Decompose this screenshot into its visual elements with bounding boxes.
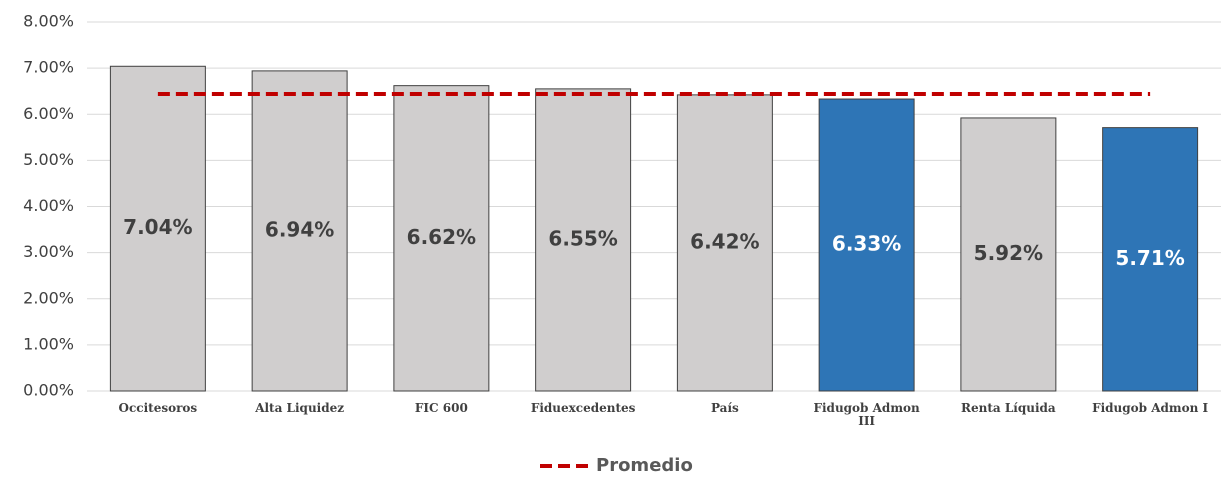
data-label: 6.55% bbox=[548, 226, 617, 250]
y-tick-label: 6.00% bbox=[23, 104, 74, 123]
data-label: 6.42% bbox=[690, 229, 759, 253]
x-tick-label: Fidugob Admon III bbox=[813, 401, 920, 428]
x-tick-label: Renta Líquida bbox=[961, 401, 1056, 415]
bar bbox=[109, 65, 206, 392]
x-tick-label: FIC 600 bbox=[414, 401, 468, 415]
y-tick-label: 1.00% bbox=[23, 334, 74, 353]
bar bbox=[1102, 127, 1199, 392]
y-tick-label: 0.00% bbox=[23, 381, 74, 400]
data-label: 6.33% bbox=[832, 232, 901, 256]
data-label: 6.62% bbox=[407, 225, 476, 249]
bar bbox=[676, 94, 773, 392]
data-label: 6.94% bbox=[265, 217, 334, 241]
bar bbox=[960, 117, 1057, 392]
x-tick-label: Alta Liquidez bbox=[255, 401, 345, 415]
y-tick-label: 5.00% bbox=[23, 150, 74, 169]
bar bbox=[251, 70, 348, 392]
y-tick-label: 4.00% bbox=[23, 196, 74, 215]
y-tick-label: 3.00% bbox=[23, 242, 74, 261]
x-tick-label: País bbox=[710, 401, 739, 415]
data-label: 5.92% bbox=[974, 241, 1043, 265]
y-tick-label: 8.00% bbox=[23, 12, 74, 31]
data-label: 7.04% bbox=[123, 215, 192, 239]
bar bbox=[393, 85, 490, 392]
x-tick-label: Fiduexcedentes bbox=[530, 401, 636, 415]
y-tick-label: 2.00% bbox=[23, 288, 74, 307]
x-tick-label: Fidugob Admon I bbox=[1092, 401, 1209, 415]
x-tick-label: Occitesoros bbox=[118, 401, 198, 415]
data-label: 5.71% bbox=[1115, 246, 1184, 270]
bar bbox=[535, 88, 632, 392]
y-tick-label: 7.00% bbox=[23, 58, 74, 77]
legend-label: Promedio bbox=[596, 455, 693, 476]
bar bbox=[818, 98, 915, 392]
